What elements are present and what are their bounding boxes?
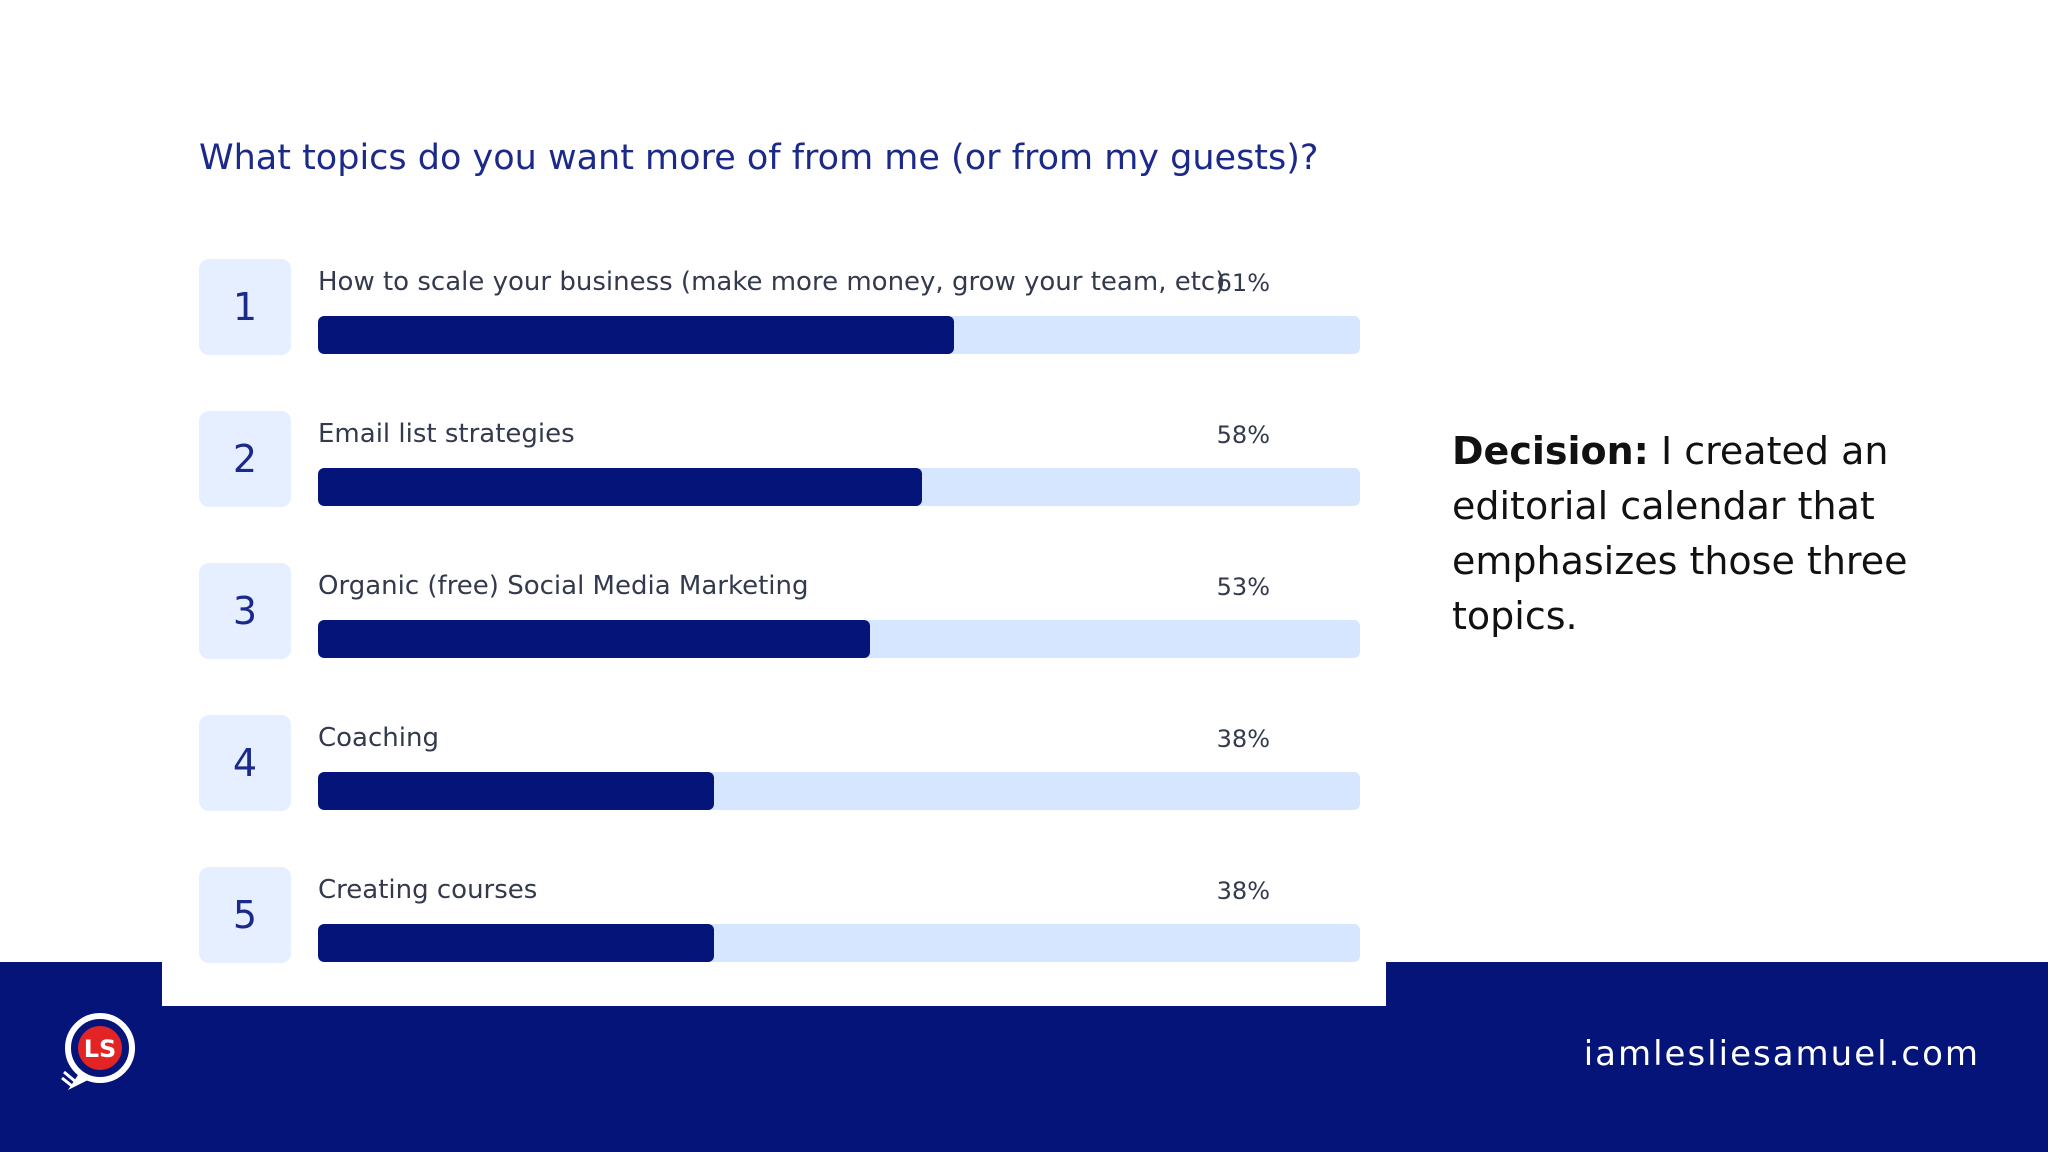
bar-label: How to scale your business (make more mo… <box>318 267 1226 297</box>
bar-fill <box>318 316 954 354</box>
rank-badge: 2 <box>199 411 291 507</box>
chart-title: What topics do you want more of from me … <box>199 138 1319 178</box>
bar-value-label: 61% <box>1216 269 1270 297</box>
bar-track <box>318 468 1360 506</box>
bar-track <box>318 620 1360 658</box>
bar-fill <box>318 772 714 810</box>
rank-badge: 4 <box>199 715 291 811</box>
bar-track <box>318 772 1360 810</box>
logo-stroke-1 <box>63 1070 77 1084</box>
decision-label: Decision: <box>1452 429 1649 473</box>
footer-url[interactable]: iamlesliesamuel.com <box>1583 1034 1980 1074</box>
ls-logo: LS <box>61 1013 135 1090</box>
decision-text: Decision: I created an editorial calenda… <box>1452 424 1932 644</box>
bar-value-label: 38% <box>1216 725 1270 753</box>
logo-ring <box>65 1013 135 1083</box>
logo-badge <box>78 1026 122 1070</box>
bar-label: Coaching <box>318 723 439 753</box>
decision-body: I created an editorial calendar that emp… <box>1452 429 1908 638</box>
rank-badge: 3 <box>199 563 291 659</box>
bar-fill <box>318 924 714 962</box>
bar-value-label: 38% <box>1216 877 1270 905</box>
rank-badge: 1 <box>199 259 291 355</box>
logo-tail <box>68 1072 88 1090</box>
rank-badge: 5 <box>199 867 291 963</box>
bar-label: Organic (free) Social Media Marketing <box>318 571 809 601</box>
bar-track <box>318 316 1360 354</box>
bar-fill <box>318 468 922 506</box>
bar-track <box>318 924 1360 962</box>
logo-stroke-2 <box>61 1076 73 1088</box>
logo-text: LS <box>84 1035 117 1063</box>
bar-value-label: 58% <box>1216 421 1270 449</box>
bar-label: Creating courses <box>318 875 538 905</box>
bar-label: Email list strategies <box>318 419 575 449</box>
bar-value-label: 53% <box>1216 573 1270 601</box>
bar-fill <box>318 620 870 658</box>
